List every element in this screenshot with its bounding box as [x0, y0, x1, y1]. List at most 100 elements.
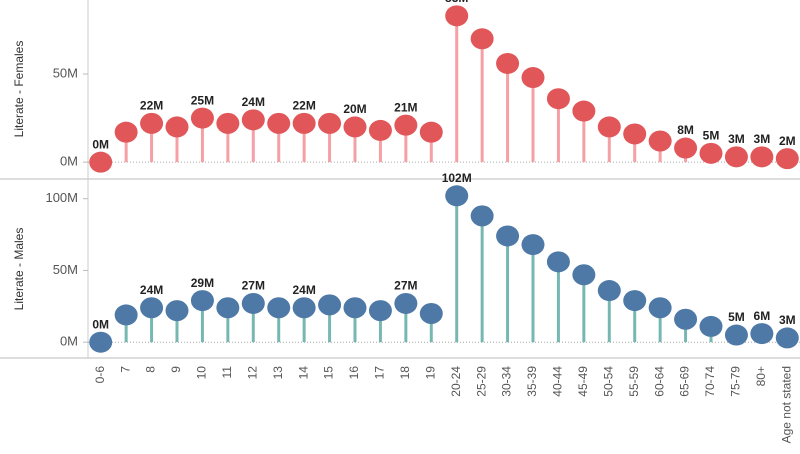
value-label: 8M: [677, 123, 694, 137]
x-tick-label: 40-44: [551, 366, 565, 397]
value-label: 27M: [242, 279, 265, 293]
x-tick-label: 13: [271, 366, 285, 380]
y-tick-label: 0M: [60, 154, 78, 169]
value-label: 24M: [242, 95, 265, 109]
dot: [699, 315, 723, 337]
dot: [648, 130, 672, 152]
x-tick-label: 20-24: [449, 366, 463, 397]
value-label: 27M: [394, 279, 417, 293]
value-label: 29M: [191, 276, 214, 290]
x-tick-label: 0-6: [93, 366, 107, 384]
value-label: 25M: [191, 93, 214, 107]
dot: [140, 112, 164, 134]
dot: [89, 331, 113, 353]
x-tick-label: 18: [398, 366, 412, 380]
value-label: 3M: [754, 132, 771, 146]
value-label: 5M: [703, 128, 720, 142]
dot: [394, 292, 418, 314]
dot: [572, 100, 596, 122]
dot: [699, 142, 723, 164]
dot: [318, 294, 342, 316]
y-axis-title: Literate - Females: [12, 41, 26, 138]
value-label: 0M: [92, 137, 109, 151]
x-tick-label: 70-74: [703, 366, 717, 397]
x-tick-label: 80+: [754, 366, 768, 386]
y-axis-title: Literate - Males: [12, 228, 26, 311]
dot: [750, 323, 774, 345]
dot: [724, 324, 748, 346]
x-tick-label: 7: [118, 366, 132, 373]
dot: [165, 300, 189, 322]
x-tick-label: Age not stated: [779, 366, 793, 443]
x-tick-label: 55-59: [627, 366, 641, 397]
value-label: 24M: [292, 283, 315, 297]
dot: [165, 116, 189, 138]
x-tick-label: 35-39: [525, 366, 539, 397]
value-label: 21M: [394, 100, 417, 114]
x-tick-label: 75-79: [729, 366, 743, 397]
dot: [267, 112, 291, 134]
y-tick-label: 100M: [45, 190, 78, 205]
x-tick-label: 25-29: [474, 366, 488, 397]
x-tick-label: 19: [423, 366, 437, 380]
dot: [597, 116, 621, 138]
dot: [470, 205, 494, 227]
dot: [216, 297, 240, 319]
x-tick-label: 11: [220, 366, 234, 379]
dot: [114, 304, 138, 326]
dot: [674, 308, 698, 330]
value-label: 2M: [779, 134, 796, 148]
dot: [267, 297, 291, 319]
dot: [394, 114, 418, 136]
dot: [241, 109, 265, 131]
dot: [445, 5, 469, 27]
x-tick-label: 60-64: [652, 366, 666, 397]
dot: [597, 280, 621, 302]
value-label: 6M: [754, 309, 771, 323]
value-label: 0M: [92, 317, 109, 331]
x-tick-label: 10: [195, 366, 209, 380]
dot: [470, 28, 494, 50]
y-tick-label: 50M: [53, 262, 78, 277]
x-tick-label: 30-34: [500, 366, 514, 397]
y-tick-label: 0M: [60, 334, 78, 349]
dot: [623, 290, 647, 312]
dot: [89, 151, 113, 173]
y-tick-label: 50M: [53, 65, 78, 80]
x-tick-label: 8: [144, 366, 158, 373]
value-label: 24M: [140, 283, 163, 297]
dot: [190, 107, 214, 129]
dot: [318, 112, 342, 134]
dot: [241, 292, 265, 314]
dot: [750, 146, 774, 168]
dot: [572, 264, 596, 286]
dot: [674, 137, 698, 159]
x-tick-label: 65-69: [678, 366, 692, 397]
dot: [292, 297, 316, 319]
dot: [368, 300, 392, 322]
dot: [368, 119, 392, 141]
dot: [419, 303, 443, 324]
value-label: 22M: [140, 99, 163, 113]
dot: [521, 234, 545, 256]
x-tick-label: 15: [322, 366, 336, 380]
value-label: 83M: [445, 0, 468, 5]
dot: [343, 116, 367, 138]
dot: [724, 146, 748, 168]
dot: [343, 297, 367, 319]
x-tick-label: 50-54: [601, 366, 615, 397]
dot: [546, 88, 570, 110]
dot: [190, 290, 214, 312]
dot: [775, 327, 799, 349]
x-tick-label: 9: [169, 366, 183, 373]
value-label: 3M: [728, 132, 745, 146]
dot: [496, 52, 520, 74]
dot: [419, 121, 443, 143]
value-label: 22M: [292, 99, 315, 113]
dot: [775, 148, 799, 170]
dot: [648, 297, 672, 319]
dot: [546, 251, 570, 273]
dot: [623, 123, 647, 145]
x-tick-label: 17: [373, 366, 387, 380]
